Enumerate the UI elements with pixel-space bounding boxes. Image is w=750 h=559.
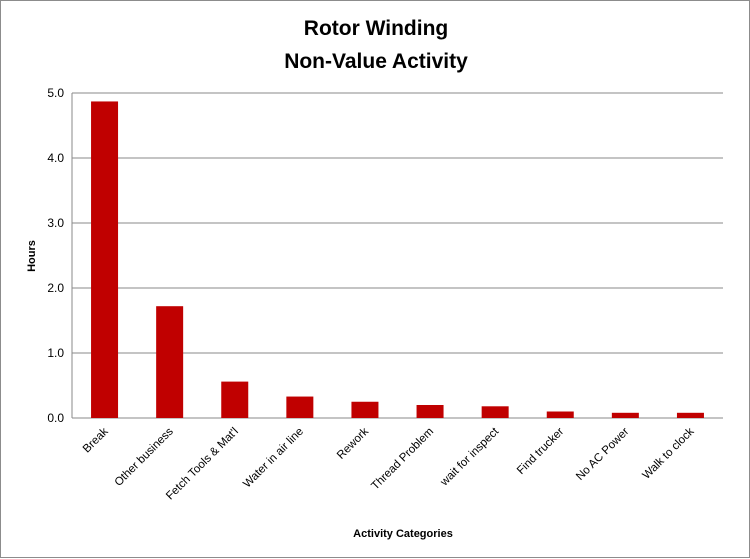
bar xyxy=(481,406,509,418)
bar xyxy=(351,401,379,418)
y-tick-label: 3.0 xyxy=(47,216,64,230)
bar xyxy=(676,412,704,418)
bar xyxy=(611,412,639,418)
y-tick-labels: 0.0 1.0 2.0 3.0 4.0 5.0 xyxy=(47,86,64,425)
x-tick-label: Find trucker xyxy=(515,426,567,478)
y-tick-label: 4.0 xyxy=(47,151,64,165)
bar xyxy=(156,306,184,418)
x-axis-title: Activity Categories xyxy=(353,528,453,540)
y-tick-label: 2.0 xyxy=(47,281,64,295)
x-tick-label: wait for inspect xyxy=(438,425,502,489)
x-tick-label: No AC Power xyxy=(574,426,631,483)
x-tick-label: Fetch Tools & Mat'l xyxy=(164,426,241,503)
x-tick-label: Water in air line xyxy=(241,426,306,491)
bar xyxy=(221,381,249,418)
x-tick-label: Break xyxy=(81,425,111,455)
bar xyxy=(286,396,314,418)
bar xyxy=(91,101,119,418)
y-tick-label: 1.0 xyxy=(47,346,64,360)
bar xyxy=(416,405,444,418)
y-tick-label: 0.0 xyxy=(47,411,64,425)
x-tick-label: Other business xyxy=(113,425,176,488)
x-tick-label: Rework xyxy=(335,425,371,461)
bar xyxy=(546,411,574,418)
y-axis-title: Hours xyxy=(26,240,38,272)
y-tick-label: 5.0 xyxy=(47,86,64,100)
chart-title: Rotor Winding xyxy=(304,17,448,40)
x-tick-label: Walk to clock xyxy=(640,425,696,481)
bars xyxy=(91,101,704,418)
chart-subtitle: Non-Value Activity xyxy=(284,50,468,73)
x-tick-label: Thread Problem xyxy=(369,426,436,493)
